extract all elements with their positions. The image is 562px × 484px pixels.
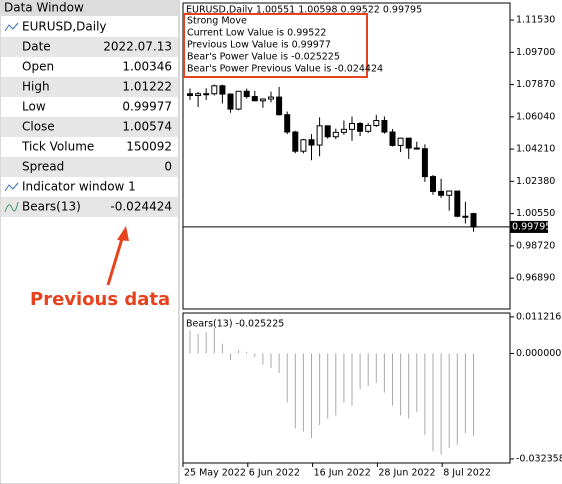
candle-body — [413, 147, 420, 150]
x-tick-label: 8 Jul 2022 — [443, 468, 491, 479]
candle-body — [381, 120, 388, 133]
symbol: EURUSD,Daily — [22, 20, 107, 34]
row-bg — [1, 157, 178, 177]
icon — [4, 22, 19, 32]
info-line: Previous Low Value is 0.99977 — [187, 40, 331, 51]
indicator-name: Bears(13) — [22, 200, 81, 214]
row-bg — [1, 37, 178, 57]
row-label: High — [22, 80, 50, 94]
row-label: Close — [22, 120, 55, 134]
row-value: 150092 — [126, 140, 172, 154]
y-tick-label: 0.000000 — [516, 348, 561, 359]
candle-body — [284, 114, 291, 133]
indicator-panel — [182, 312, 511, 464]
candle-body — [243, 90, 250, 98]
candle-body — [446, 190, 453, 196]
row-label: Tick Volume — [21, 140, 94, 154]
info-line: Bear's Power Previous Value is -0.024424 — [187, 64, 383, 75]
indicator-value: -0.024424 — [110, 200, 172, 214]
row-bg — [1, 77, 178, 97]
candle-body — [292, 131, 299, 152]
row-label: Spread — [22, 160, 64, 174]
candle-body — [195, 93, 202, 96]
candle-body — [235, 90, 242, 110]
row-value: 0.99977 — [122, 100, 172, 114]
row-value: 1.00574 — [122, 120, 172, 134]
row-bg — [1, 117, 178, 137]
candle-body — [373, 120, 380, 126]
candle-body — [349, 123, 355, 130]
candle-body — [332, 131, 339, 138]
indicator-label: Bears(13) -0.025225 — [186, 319, 284, 330]
y-tick-label: 1.06040 — [516, 111, 555, 122]
candle-body — [211, 85, 218, 95]
y-tick-label: 1.02380 — [516, 176, 555, 187]
y-tick-label: 0.011216 — [516, 311, 561, 322]
row-label: Open — [22, 60, 54, 74]
y-tick-label: 0.98720 — [516, 240, 555, 251]
chart-header: EURUSD,Daily 1.00551 1.00598 0.99522 0.9… — [186, 5, 422, 16]
icon — [4, 201, 19, 213]
y-tick-label: 0.96890 — [516, 273, 555, 284]
x-tick-label: 6 Jun 2022 — [249, 468, 300, 479]
candle-body — [470, 213, 477, 228]
candle-body — [219, 85, 226, 95]
data-window: Data Window EURUSD,Daily Date 2022.07.13 O… — [0, 0, 180, 484]
y-tick-label: 1.09700 — [516, 47, 555, 58]
candle-body — [316, 125, 323, 146]
row-label: Low — [22, 100, 46, 114]
last-price-label: 0.99795 — [512, 221, 551, 232]
x-tick-label: 16 Jun 2022 — [314, 468, 371, 479]
candle-body — [227, 93, 234, 110]
candle-body — [462, 215, 469, 218]
indicator-window: Indicator window 1 — [22, 180, 136, 194]
y-tick-label: 1.07870 — [516, 79, 555, 90]
row-value: 0 — [164, 160, 172, 174]
candle-body — [300, 139, 307, 152]
candle-body — [340, 128, 347, 133]
x-tick-label: 28 Jun 2022 — [378, 468, 435, 479]
candle-body — [421, 148, 428, 178]
candle-body — [187, 93, 193, 96]
candle-body — [203, 93, 210, 96]
window-title: Data Window — [4, 1, 84, 15]
y-tick-label: 1.11530 — [516, 15, 555, 26]
candle-body — [308, 139, 315, 146]
candle-body — [268, 96, 274, 100]
row-label: Date — [22, 40, 51, 54]
title-bar — [0, 0, 179, 16]
price-panel — [182, 2, 511, 310]
candle-body — [324, 125, 331, 138]
candle-body — [438, 190, 445, 196]
candle-body — [397, 137, 404, 146]
candle-body — [365, 124, 372, 132]
icon — [4, 182, 19, 192]
info-line: Strong Move — [187, 16, 247, 27]
candle-body — [357, 123, 364, 132]
row-bg — [1, 197, 178, 217]
candle-body — [259, 98, 266, 102]
info-line: Bear's Power Value is -0.025225 — [187, 52, 340, 63]
y-tick-label: 1.00550 — [516, 208, 555, 219]
candle-body — [454, 190, 461, 217]
row-value: 2022.07.13 — [103, 40, 172, 54]
candle-body — [276, 96, 283, 116]
arrow-head — [117, 226, 129, 241]
y-tick-label: 1.04210 — [516, 144, 555, 155]
candle-body — [389, 131, 396, 146]
x-tick-label: 25 May 2022 — [184, 468, 246, 479]
arrow — [106, 231, 126, 286]
row-value: 1.00346 — [122, 60, 172, 74]
y-tick-label: -0.032358 — [516, 453, 562, 464]
last-price-bg — [510, 220, 548, 233]
info-box — [183, 13, 368, 78]
candle-body — [405, 137, 412, 149]
row-value: 1.01222 — [122, 80, 172, 94]
candle-body — [251, 96, 258, 102]
annotation: Previous data — [30, 289, 170, 310]
info-line: Current Low Value is 0.99522 — [187, 28, 326, 39]
candle-body — [430, 176, 436, 192]
